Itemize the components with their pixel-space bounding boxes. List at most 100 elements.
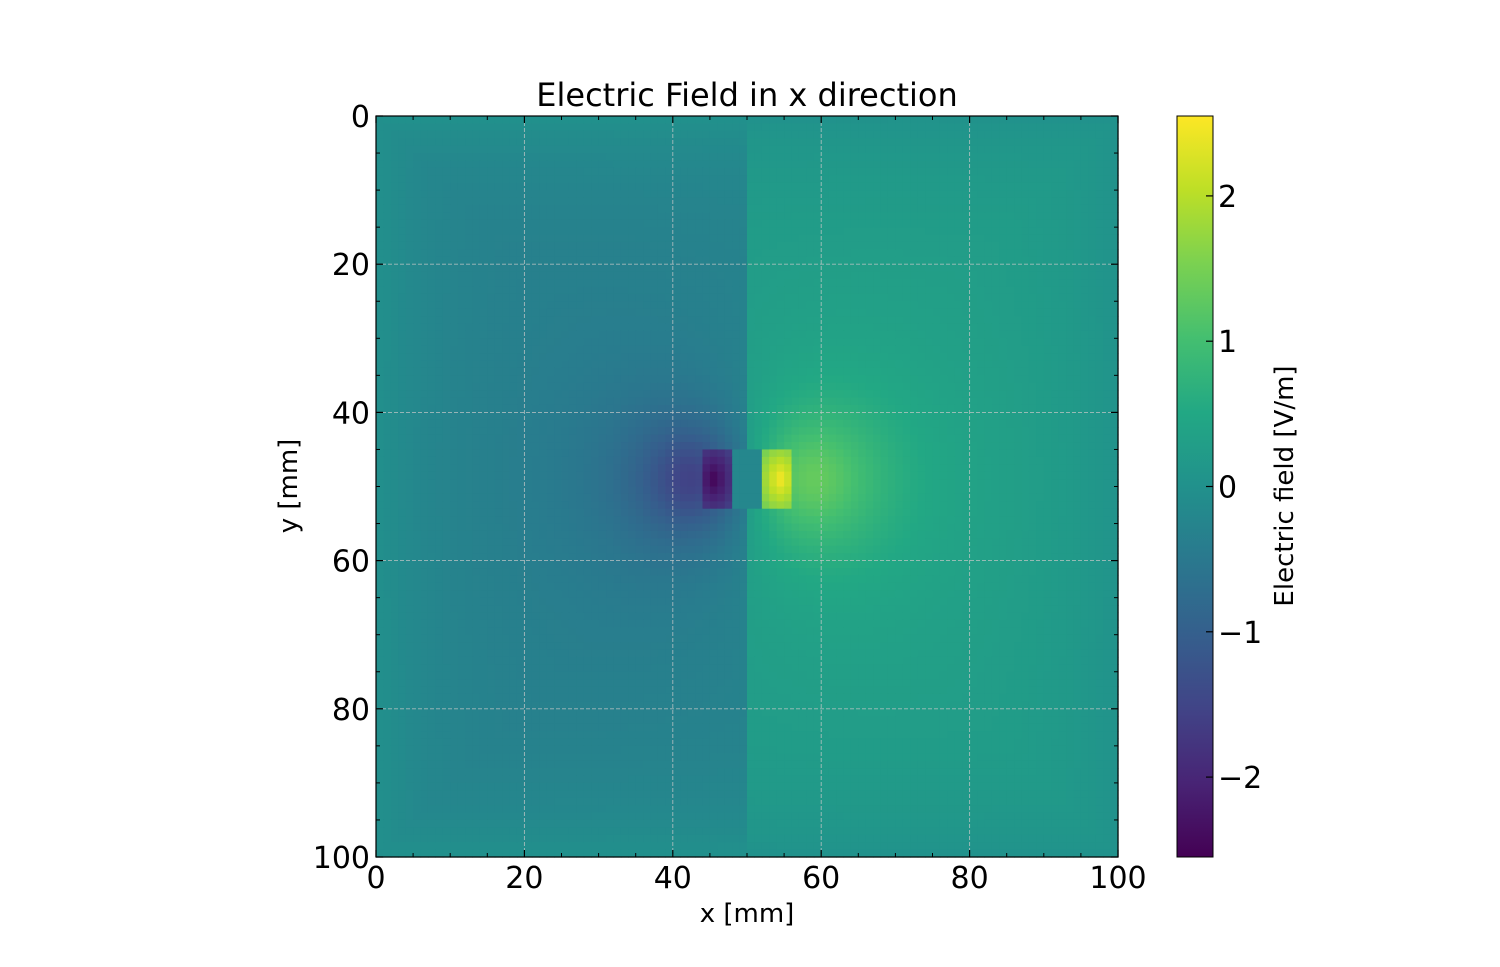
heatmap-cell xyxy=(1110,449,1119,458)
heatmap-cell xyxy=(806,212,815,221)
heatmap-cell xyxy=(413,316,422,325)
heatmap-cell xyxy=(754,271,763,280)
heatmap-cell xyxy=(747,241,756,250)
heatmap-cell xyxy=(413,145,422,154)
heatmap-cell xyxy=(902,330,911,339)
heatmap-cell xyxy=(873,456,882,465)
heatmap-cell xyxy=(1073,456,1082,465)
heatmap-cell xyxy=(390,442,399,451)
heatmap-cell xyxy=(1021,464,1030,473)
heatmap-cell xyxy=(1014,412,1023,421)
heatmap-cell xyxy=(947,412,956,421)
heatmap-cell xyxy=(784,301,793,310)
heatmap-cell xyxy=(635,130,644,139)
heatmap-cell xyxy=(858,249,867,258)
heatmap-cell xyxy=(880,353,889,362)
heatmap-cell xyxy=(657,227,666,236)
heatmap-cell xyxy=(457,316,466,325)
heatmap-cell xyxy=(576,204,585,213)
heatmap-cell xyxy=(472,456,481,465)
heatmap-cell xyxy=(1088,160,1097,169)
heatmap-cell xyxy=(843,390,852,399)
heatmap-cell xyxy=(880,190,889,199)
heatmap-cell xyxy=(628,330,637,339)
heatmap-cell xyxy=(427,397,436,406)
heatmap-cell xyxy=(873,190,882,199)
heatmap-cell xyxy=(494,360,503,369)
heatmap-cell xyxy=(650,271,659,280)
heatmap-cell xyxy=(398,264,407,273)
heatmap-cell xyxy=(376,204,385,213)
heatmap-cell xyxy=(1036,212,1045,221)
heatmap-cell xyxy=(1058,204,1067,213)
heatmap-cell xyxy=(1073,464,1082,473)
heatmap-cell xyxy=(442,338,451,347)
heatmap-cell xyxy=(902,175,911,184)
heatmap-cell xyxy=(502,456,511,465)
heatmap-cell xyxy=(947,130,956,139)
heatmap-cell xyxy=(702,397,711,406)
heatmap-cell xyxy=(405,375,414,384)
heatmap-cell xyxy=(427,190,436,199)
heatmap-cell xyxy=(531,175,540,184)
heatmap-cell xyxy=(969,197,978,206)
heatmap-cell xyxy=(398,204,407,213)
heatmap-cell xyxy=(576,190,585,199)
heatmap-cell xyxy=(502,434,511,443)
heatmap-cell xyxy=(1036,123,1045,132)
heatmap-cell xyxy=(910,442,919,451)
heatmap-cell xyxy=(487,175,496,184)
heatmap-cell xyxy=(1036,116,1045,125)
heatmap-cell xyxy=(1051,116,1060,125)
heatmap-cell xyxy=(405,471,414,480)
heatmap-cell xyxy=(925,301,934,310)
heatmap-cell xyxy=(554,204,563,213)
heatmap-cell xyxy=(1088,412,1097,421)
heatmap-cell xyxy=(435,464,444,473)
heatmap-cell xyxy=(873,197,882,206)
heatmap-cell xyxy=(583,241,592,250)
heatmap-cell xyxy=(858,471,867,480)
heatmap-cell xyxy=(598,138,607,147)
heatmap-cell xyxy=(376,256,385,265)
heatmap-cell xyxy=(657,138,666,147)
heatmap-cell xyxy=(509,279,518,288)
heatmap-cell xyxy=(687,479,696,488)
heatmap-cell xyxy=(925,138,934,147)
heatmap-cell xyxy=(524,227,533,236)
heatmap-cell xyxy=(717,241,726,250)
heatmap-cell xyxy=(947,316,956,325)
heatmap-cell xyxy=(509,249,518,258)
heatmap-cell xyxy=(509,219,518,228)
heatmap-cell xyxy=(806,412,815,421)
heatmap-cell xyxy=(1103,442,1112,451)
heatmap-cell xyxy=(895,204,904,213)
heatmap-cell xyxy=(657,412,666,421)
heatmap-cell xyxy=(598,190,607,199)
heatmap-cell xyxy=(606,153,615,162)
heatmap-cell xyxy=(962,227,971,236)
heatmap-cell xyxy=(568,130,577,139)
heatmap-cell xyxy=(509,479,518,488)
heatmap-cell xyxy=(702,271,711,280)
heatmap-cell xyxy=(620,123,629,132)
heatmap-cell xyxy=(1021,412,1030,421)
heatmap-cell xyxy=(754,234,763,243)
heatmap-cell xyxy=(457,286,466,295)
heatmap-cell xyxy=(524,479,533,488)
heatmap-cell xyxy=(865,404,874,413)
heatmap-cell xyxy=(620,138,629,147)
heatmap-cell xyxy=(583,293,592,302)
heatmap-cell xyxy=(1006,175,1015,184)
heatmap-cell xyxy=(932,316,941,325)
heatmap-cell xyxy=(865,241,874,250)
heatmap-cell xyxy=(895,219,904,228)
heatmap-cell xyxy=(1110,442,1119,451)
heatmap-cell xyxy=(724,279,733,288)
heatmap-cell xyxy=(709,138,718,147)
heatmap-cell xyxy=(524,182,533,191)
heatmap-cell xyxy=(1051,145,1060,154)
heatmap-cell xyxy=(672,279,681,288)
heatmap-cell xyxy=(516,353,525,362)
heatmap-cell xyxy=(954,234,963,243)
